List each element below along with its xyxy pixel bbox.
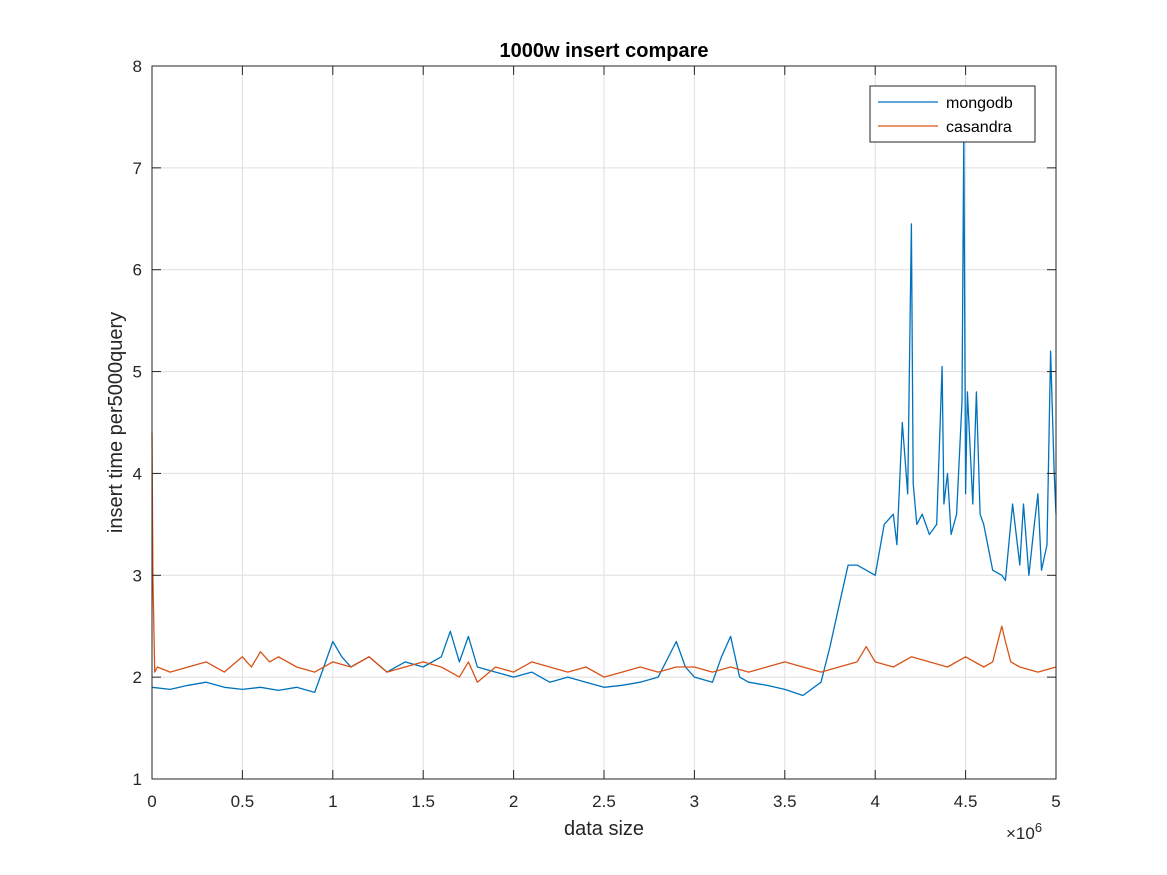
x-tick-label: 2 [509,792,518,811]
x-tick-label: 3 [690,792,699,811]
x-tick-label: 5 [1051,792,1060,811]
y-tick-label: 3 [133,566,142,585]
x-tick-label: 0 [147,792,156,811]
x-tick-label: 1 [328,792,337,811]
x-axis-label: data size [564,818,644,840]
y-tick-label: 1 [133,770,142,789]
series-lines [151,131,1057,697]
legend-label-mongodb: mongodb [946,95,1013,112]
y-tick-label: 6 [133,261,142,280]
series-line-casandra [151,432,1057,683]
y-tick-label: 8 [133,57,142,76]
legend-label-casandra: casandra [946,119,1012,136]
x-axis-exponent-base: ×10 [1006,824,1035,843]
x-axis-exponent-power: 6 [1035,820,1042,835]
legend: mongodb casandra [869,85,1036,143]
axis-ticks: 0 0.5 1 1.5 2 2.5 3 3.5 4 4.5 5 1 2 3 4 5 6 7 8 [133,57,1061,811]
legend-box [869,85,1036,143]
y-tick-label: 7 [133,159,142,178]
y-tick-label: 4 [133,464,142,483]
y-axis-label: insert time per5000query [105,312,127,533]
x-axis-exponent: ×106 [1006,820,1042,843]
x-tick-label: 3.5 [773,792,797,811]
y-tick-label: 2 [133,668,142,687]
x-tick-label: 2.5 [592,792,616,811]
x-tick-label: 4.5 [954,792,978,811]
x-tick-label: 0.5 [231,792,255,811]
x-tick-label: 4 [870,792,879,811]
chart-title: 1000w insert compare [500,40,709,62]
y-tick-label: 5 [133,363,142,382]
x-tick-label: 1.5 [411,792,435,811]
